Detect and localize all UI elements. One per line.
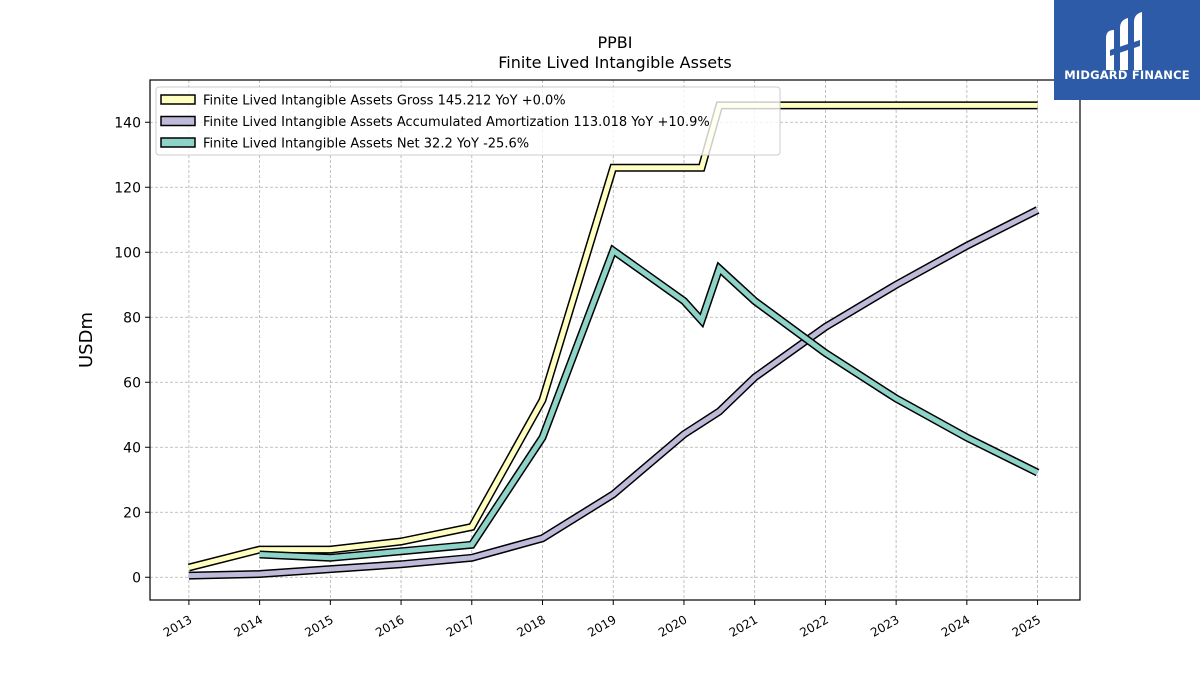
plot-frame <box>149 79 1081 601</box>
y-tick-label: 80 <box>123 310 141 326</box>
series-line-1 <box>188 102 1038 570</box>
legend: Finite Lived Intangible Assets Gross 145… <box>155 86 781 156</box>
y-tick-label: 0 <box>132 570 141 586</box>
x-tick-label: 2014 <box>232 612 265 639</box>
legend-box <box>155 86 781 156</box>
x-tick-label: 2015 <box>302 612 335 639</box>
legend-label-2: Finite Lived Intangible Assets Accumulat… <box>203 115 710 130</box>
x-tick-label: 2017 <box>444 612 477 639</box>
y-tick-label: 20 <box>123 505 141 521</box>
y-tick-label: 60 <box>123 375 141 391</box>
brand-logo: MIDGARD FINANCE <box>1054 0 1200 100</box>
legend-swatch-1 <box>160 94 196 105</box>
x-tick-label: 2025 <box>1010 612 1043 639</box>
x-tick-label: 2022 <box>797 612 830 639</box>
x-tick-label: 2018 <box>515 612 548 639</box>
x-tick-label: 2024 <box>939 612 972 639</box>
grid-lines <box>150 80 1080 600</box>
chart-title: PPBI <box>598 33 633 52</box>
y-tick-label: 100 <box>114 245 141 261</box>
brand-name: MIDGARD FINANCE <box>1064 68 1190 82</box>
series-line-outline-3 <box>259 244 1040 562</box>
series-line-3 <box>259 246 1039 561</box>
x-tick-label: 2021 <box>727 612 760 639</box>
legend-label-1: Finite Lived Intangible Assets Gross 145… <box>203 94 566 109</box>
legend-swatch-2 <box>160 115 196 127</box>
legend-label-3: Finite Lived Intangible Assets Net 32.2 … <box>203 137 529 152</box>
y-tick-label: 40 <box>123 440 141 456</box>
x-axis: 2013 2014 2015 2016 2017 2018 2019 2020 2021 2022… <box>161 600 1043 640</box>
legend-swatch-3 <box>160 137 196 148</box>
chart-subtitle: Finite Lived Intangible Assets <box>498 53 731 72</box>
x-tick-label: 2020 <box>656 612 689 639</box>
x-tick-label: 2016 <box>373 612 406 639</box>
y-axis: 0 20 40 60 80 100 120 140 <box>114 115 150 586</box>
x-tick-label: 2013 <box>161 612 194 639</box>
x-tick-label: 2023 <box>868 612 901 639</box>
series-layer <box>187 101 1040 580</box>
y-axis-label: USDm <box>76 312 97 368</box>
brand-mark-icon <box>1106 12 1142 70</box>
y-tick-label: 120 <box>114 180 141 196</box>
series-line-2 <box>188 207 1039 579</box>
x-tick-label: 2019 <box>585 612 618 639</box>
y-tick-label: 140 <box>114 115 141 131</box>
